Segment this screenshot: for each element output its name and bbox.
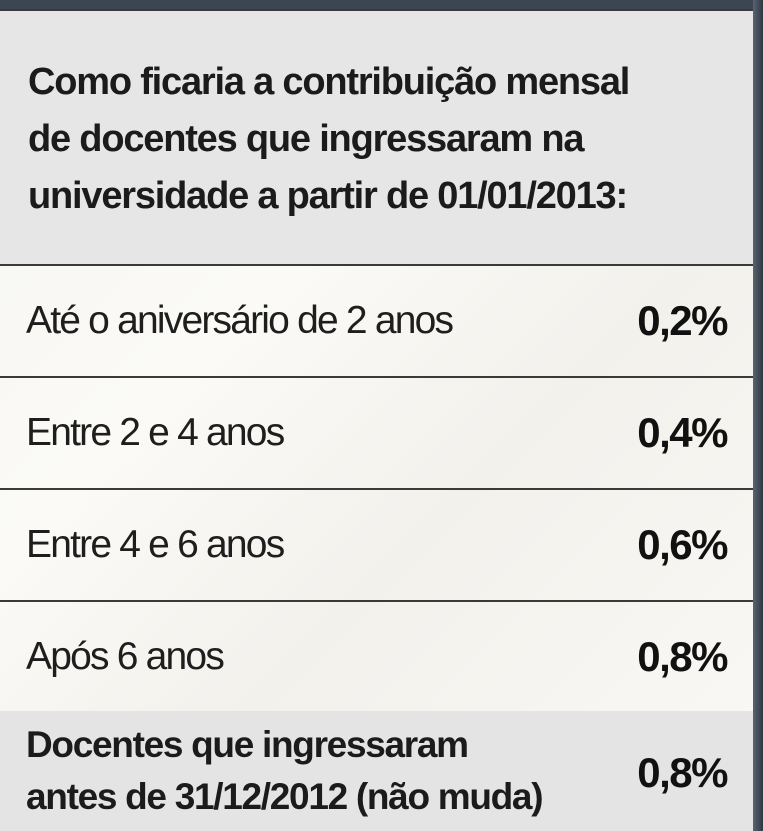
table-row: Entre 4 e 6 anos 0,6% [0, 490, 753, 602]
row-value: 0,2% [637, 297, 728, 344]
table-row: Até o aniversário de 2 anos 0,2% [0, 266, 753, 378]
table-title: Como ficaria a contribuição mensal de do… [28, 54, 630, 225]
footer-label: Docentes que ingressaram antes de 31/12/… [26, 719, 544, 823]
table-header: Como ficaria a contribuição mensal de do… [0, 9, 753, 266]
row-label: Entre 2 e 4 anos [26, 411, 285, 454]
row-label: Até o aniversário de 2 anos [26, 299, 454, 342]
footer-line: Docentes que ingressaram [26, 724, 469, 765]
row-value: 0,8% [637, 633, 728, 680]
row-value: 0,6% [637, 521, 728, 568]
table-footer-row: Docentes que ingressaram antes de 31/12/… [0, 711, 753, 831]
row-label: Entre 4 e 6 anos [26, 523, 285, 566]
title-line: de docentes que ingressaram na [28, 118, 585, 160]
footer-line: antes de 31/12/2012 (não muda) [26, 776, 544, 817]
title-line: Como ficaria a contribuição mensal [28, 61, 630, 103]
right-border-strip [753, 0, 763, 831]
top-border-strip [0, 0, 763, 9]
footer-value: 0,8% [637, 749, 728, 796]
table-row: Entre 2 e 4 anos 0,4% [0, 378, 753, 490]
row-value: 0,4% [637, 409, 728, 456]
title-line: universidade a partir de 01/01/2013: [28, 175, 628, 217]
table-row: Após 6 anos 0,8% [0, 602, 753, 714]
contribution-table: Como ficaria a contribuição mensal de do… [0, 9, 753, 831]
row-label: Após 6 anos [26, 635, 225, 678]
